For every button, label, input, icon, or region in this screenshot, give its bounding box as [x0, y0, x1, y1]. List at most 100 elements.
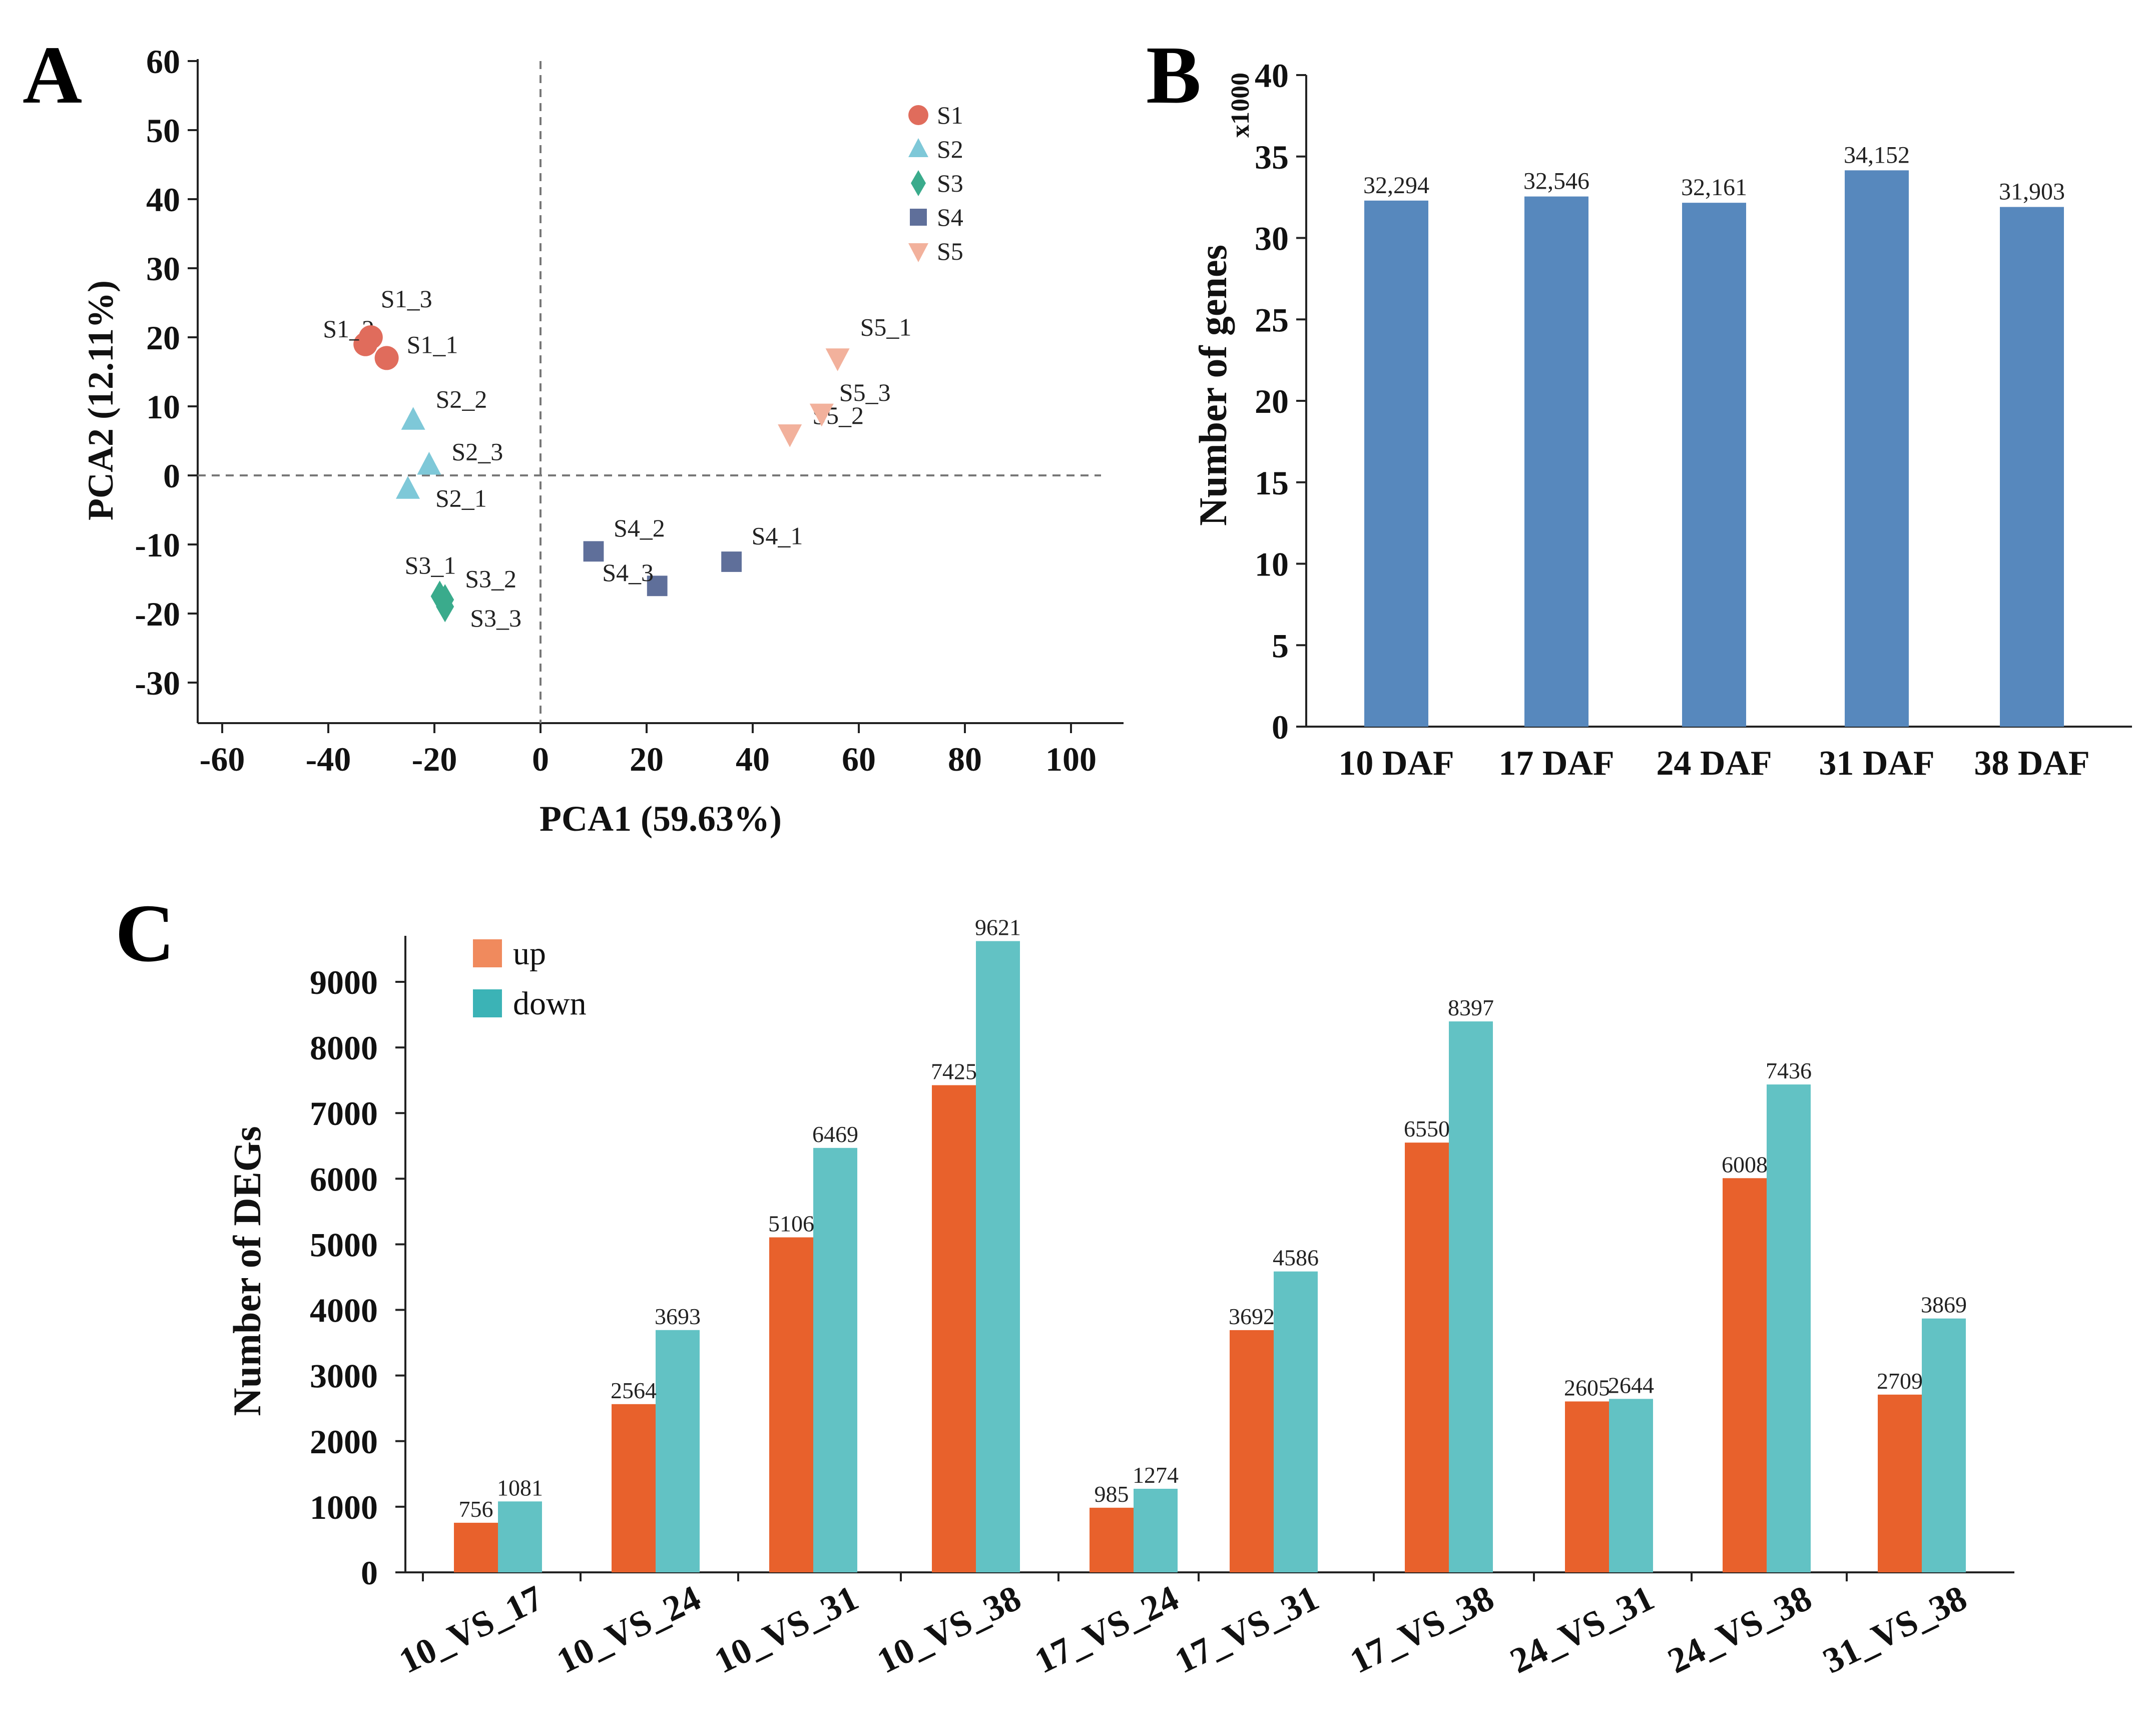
- bar-down-10-vs-31: [813, 1147, 857, 1572]
- bar-10-daf: [1364, 200, 1428, 727]
- pca-point-s4-2: [583, 541, 604, 562]
- panel-c-y-tick-label: 4000: [310, 1292, 378, 1330]
- bar-value-label: 32,546: [1523, 168, 1589, 195]
- bar-up-10-vs-38: [932, 1085, 976, 1572]
- panel-c-legend: up down: [473, 935, 587, 1022]
- bar-value-label: 32,161: [1681, 174, 1747, 201]
- panel-b-y-unit: x1000: [1226, 73, 1255, 138]
- pca-point-label: S1_3: [381, 285, 432, 313]
- panel-a-x-tick-label: -20: [412, 740, 457, 778]
- bar-up-value-label: 756: [459, 1496, 493, 1522]
- bar-24-daf: [1682, 203, 1746, 727]
- legend-swatch-up: [473, 939, 502, 967]
- bar-up-value-label: 6008: [1722, 1151, 1768, 1177]
- pca-point-label: S5_1: [860, 313, 912, 341]
- bar-up-value-label: 2709: [1877, 1368, 1923, 1394]
- pca-point-s2-3: [417, 451, 441, 475]
- panel-a-y-tick-label: -30: [135, 664, 180, 702]
- panel-a-y-tick-label: 30: [146, 250, 180, 288]
- panel-a-x-tick-label: 60: [842, 740, 876, 778]
- pca-point-s5-2: [778, 424, 802, 447]
- panel-c-letter: C: [115, 887, 175, 979]
- pca-point-label: S4_2: [614, 514, 665, 542]
- bar-up-value-label: 3692: [1229, 1304, 1275, 1329]
- panel-b-y-tick-label: 40: [1255, 57, 1289, 95]
- bar-down-value-label: 1274: [1133, 1462, 1179, 1488]
- panel-a-y-tick-label: 40: [146, 181, 180, 219]
- panel-b-x-tick-label: 24 DAF: [1656, 744, 1772, 783]
- legend-label-up: up: [513, 935, 546, 972]
- panel-b-x-tick-label: 10 DAF: [1338, 744, 1454, 783]
- panel-a-y-ticks: 60 50 40 30 20 10 0 -10 -20 -30: [135, 43, 198, 702]
- bar-value-label: 31,903: [1999, 179, 2065, 205]
- panel-c-bars: 756108110_VS_172564369310_VS_24510664691…: [393, 915, 1973, 1681]
- pca-point-label: S3_1: [405, 551, 456, 580]
- bar-down-value-label: 4586: [1273, 1245, 1319, 1271]
- bar-down-value-label: 3869: [1921, 1292, 1967, 1318]
- bar-down-value-label: 2644: [1608, 1372, 1654, 1398]
- pca-point-label: S5_3: [839, 378, 891, 406]
- panel-a-x-tick-label: 80: [948, 740, 982, 778]
- pca-point-label: S1_1: [407, 330, 458, 358]
- pca-point-s1-1: [374, 346, 399, 370]
- bar-down-value-label: 3693: [655, 1304, 701, 1329]
- panel-b-y-ticks: 0 5 10 15 20 25 30 35 40: [1255, 57, 1306, 746]
- bar-up-10-vs-24: [612, 1404, 656, 1572]
- legend-marker-s2: [908, 138, 928, 157]
- panel-c-y-tick-label: 0: [361, 1554, 378, 1592]
- panel-a-y-tick-label: 60: [146, 43, 180, 81]
- panel-c-y-tick-label: 6000: [310, 1160, 378, 1198]
- panel-a-legend: S1 S2 S3 S4 S5: [908, 101, 963, 265]
- bar-down-10-vs-17: [498, 1501, 542, 1572]
- panel-b-letter: B: [1146, 29, 1201, 121]
- bar-up-value-label: 985: [1095, 1481, 1129, 1507]
- panel-b-y-tick-label: 30: [1255, 220, 1289, 258]
- bar-down-17-vs-31: [1274, 1271, 1318, 1572]
- pca-point-s3-3: [436, 591, 454, 623]
- panel-c-y-tick-label: 8000: [310, 1029, 378, 1067]
- panel-b-y-tick-label: 10: [1255, 545, 1289, 584]
- bar-down-value-label: 9621: [975, 915, 1021, 940]
- pca-point-s2-2: [401, 407, 425, 430]
- panel-a-x-tick-label: 100: [1045, 740, 1097, 778]
- bar-up-17-vs-24: [1090, 1507, 1134, 1572]
- bar-down-24-vs-38: [1767, 1084, 1811, 1572]
- panel-a-y-tick-label: 50: [146, 112, 180, 150]
- bar-up-24-vs-31: [1565, 1401, 1609, 1572]
- pca-point-s5-3: [809, 403, 834, 427]
- legend-label-s3: S3: [937, 169, 963, 197]
- panel-a-x-tick-label: 20: [630, 740, 664, 778]
- bar-up-value-label: 2564: [611, 1378, 657, 1403]
- bar-up-value-label: 5106: [768, 1211, 814, 1237]
- pca-point-label: S3_2: [465, 564, 516, 593]
- panel-a-x-tick-label: 0: [532, 740, 549, 778]
- panel-a-x-tick-label: -60: [200, 740, 245, 778]
- bar-38-daf: [2000, 207, 2064, 727]
- bar-value-label: 34,152: [1844, 142, 1910, 168]
- bar-down-24-vs-31: [1609, 1399, 1653, 1572]
- bar-down-17-vs-38: [1449, 1021, 1493, 1572]
- pca-point-label: S4_1: [752, 522, 803, 550]
- panel-c-y-axis-title: Number of DEGs: [225, 1126, 269, 1416]
- bar-down-value-label: 8397: [1448, 995, 1494, 1020]
- bar-down-17-vs-24: [1134, 1488, 1178, 1572]
- panel-c-y-tick-label: 5000: [310, 1226, 378, 1264]
- legend-label-down: down: [513, 985, 587, 1022]
- panel-a-y-tick-label: 20: [146, 319, 180, 357]
- panel-a-y-tick-label: -20: [135, 595, 180, 633]
- legend-label-s4: S4: [937, 203, 963, 231]
- bar-up-value-label: 2605: [1564, 1375, 1610, 1400]
- bar-down-10-vs-38: [976, 941, 1020, 1572]
- bar-up-10-vs-17: [454, 1522, 498, 1572]
- panel-a-x-ticks: -60 -40 -20 0 20 40 60 80 100: [200, 723, 1097, 778]
- panel-c-y-tick-label: 1000: [310, 1488, 378, 1526]
- legend-marker-s5: [908, 243, 928, 262]
- panel-b-y-tick-label: 15: [1255, 464, 1289, 502]
- pca-point-s5-1: [825, 348, 850, 371]
- pca-point-label: S2_2: [436, 385, 487, 413]
- panel-b-y-tick-label: 25: [1255, 301, 1289, 339]
- legend-label-s5: S5: [937, 237, 963, 265]
- panel-b-y-axis-title: Number of genes: [1191, 245, 1235, 526]
- panel-a-points: S1_1S1_2S1_3S2_1S2_2S2_3S3_1 S3_2S3_3S4_1…: [323, 285, 911, 632]
